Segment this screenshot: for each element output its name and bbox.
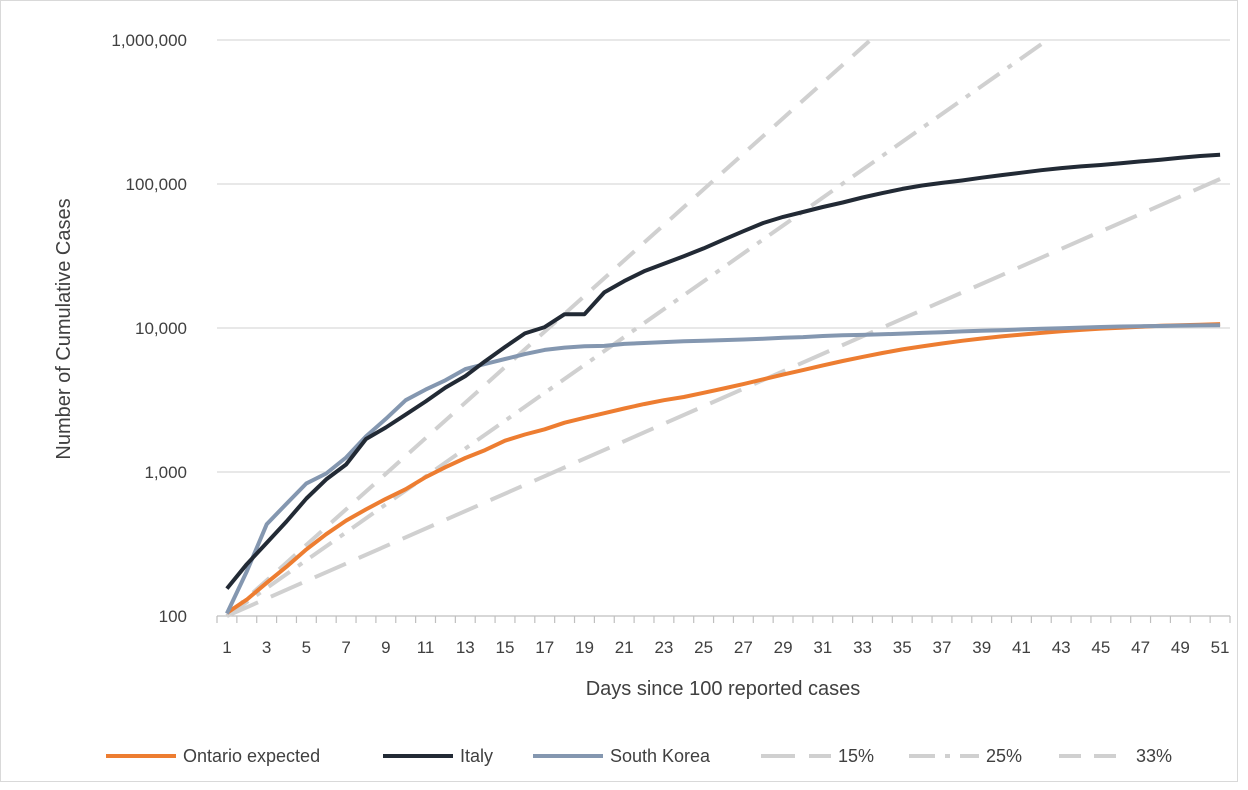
x-tick-label: 31 [813,638,832,657]
gridlines [217,39,1230,473]
y-axis-title: Number of Cumulative Cases [53,198,75,459]
x-tick-label: 9 [381,638,390,657]
x-tick-label: 51 [1211,638,1230,657]
y-tick-labels: 100 1,000 10,000 100,000 1,000,000 [111,31,187,626]
legend-label: 33% [1136,746,1172,766]
x-tick-label: 37 [933,638,952,657]
x-tick-label: 5 [302,638,311,657]
series-line-33 [225,38,872,618]
legend-label: 15% [838,746,874,766]
y-tick-label: 100 [159,607,187,626]
x-tick-label: 41 [1012,638,1031,657]
y-tick-label: 10,000 [135,319,187,338]
x-tick-label: 3 [262,638,271,657]
x-axis-title: Days since 100 reported cases [586,678,861,700]
y-tick-label: 100,000 [126,175,187,194]
series-line-italy [225,152,1221,590]
x-tick-label: 43 [1052,638,1071,657]
x-tick-label: 49 [1171,638,1190,657]
x-tick-label: 11 [417,638,435,657]
line-chart: 1 3 5 7 9 11 13 15 17 19 21 23 25 27 29 31 33 35 37 39 41 43 4… [53,31,1231,766]
x-tick-label: 7 [341,638,350,657]
x-tick-labels: 1 3 5 7 9 11 13 15 17 19 21 23 25 27 29 31 33 35 37 39 41 43 4… [222,638,1229,657]
legend-label: 25% [986,746,1022,766]
axes [216,615,1231,623]
x-tick-label: 23 [654,638,673,657]
x-tick-label: 45 [1091,638,1110,657]
x-tick-label: 27 [734,638,753,657]
series-lines [225,38,1221,618]
x-tick-label: 39 [972,638,991,657]
legend-label: Ontario expected [183,746,320,766]
x-tick-label: 33 [853,638,872,657]
x-tick-label: 25 [694,638,713,657]
x-tick-label: 47 [1131,638,1150,657]
series-line-south-korea [225,323,1221,615]
series-line-ontario-expected [225,322,1221,615]
x-tick-label: 13 [456,638,475,657]
x-tick-label: 21 [615,638,634,657]
x-tick-label: 19 [575,638,594,657]
y-tick-label: 1,000 [144,463,187,482]
series-line-15 [226,177,1221,618]
y-tick-label: 1,000,000 [111,31,187,50]
x-tick-label: 15 [496,638,515,657]
x-tick-label: 1 [222,638,231,657]
series-line-25 [225,38,1049,618]
legend-label: Italy [460,746,493,766]
x-tick-label: 17 [535,638,554,657]
x-tick-label: 29 [774,638,793,657]
legend-label: South Korea [610,746,711,766]
legend: Ontario expected Italy South Korea 15% 25% 33… [106,746,1172,766]
x-tick-label: 35 [893,638,912,657]
